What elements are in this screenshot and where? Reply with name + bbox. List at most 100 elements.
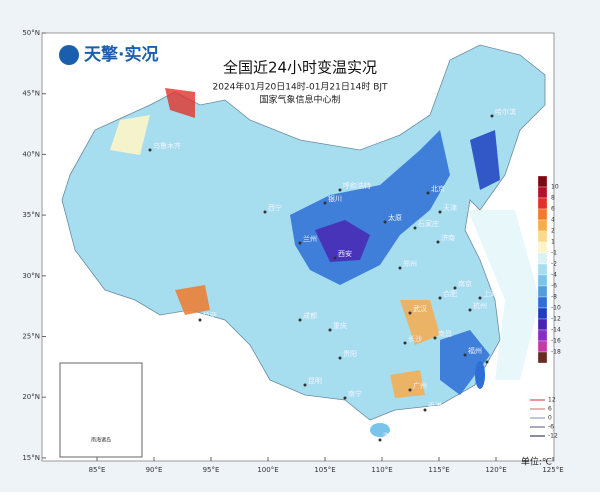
city-label: 乌鲁木齐 — [153, 141, 181, 150]
hainan — [370, 423, 390, 437]
lat-label: 30°N — [22, 272, 40, 280]
subtitle: 2024年01月20日14时-01月21日14时 BJT — [212, 81, 388, 93]
city-dot — [383, 220, 387, 224]
city-label: 哈尔滨 — [495, 107, 516, 116]
contour-legend-label: -12 — [548, 433, 558, 440]
colorbar-label: -14 — [551, 327, 561, 334]
contour-legend-label: 6 — [548, 406, 552, 413]
city-label: 天津 — [443, 204, 457, 212]
city-label: 广州 — [413, 381, 427, 390]
city-label: 西安 — [338, 249, 352, 258]
city-label: 石家庄 — [418, 219, 439, 228]
city-label: 上海 — [483, 289, 497, 298]
city-label: 长沙 — [408, 334, 422, 343]
lat-label: 35°N — [22, 211, 40, 219]
colorbar-cell — [537, 318, 548, 331]
city-dot — [436, 240, 440, 244]
lon-label: 90°E — [146, 466, 163, 474]
colorbar-cell — [537, 263, 548, 276]
lat-label: 45°N — [22, 90, 40, 98]
colorbar-label: -16 — [551, 338, 561, 345]
producer: 国家气象信息中心制 — [259, 94, 340, 106]
city-label: 济南 — [441, 233, 455, 242]
colorbar-label: 10 — [551, 184, 559, 191]
lat-label: 40°N — [22, 150, 40, 158]
city-dot — [298, 241, 302, 245]
lat-label: 20°N — [22, 393, 40, 401]
city-dot — [338, 356, 342, 360]
city-label: 香港 — [428, 401, 442, 410]
colorbar-cell — [537, 307, 548, 320]
colorbar-cell — [537, 329, 548, 342]
colorbar-cell — [537, 351, 548, 364]
colorbar-label: -2 — [551, 261, 557, 268]
logo-icon — [59, 45, 79, 65]
logo: 天擎·实况 — [84, 44, 158, 65]
lon-label: 85°E — [89, 466, 106, 474]
city-dot — [490, 114, 494, 118]
lon-label: 110°E — [371, 466, 392, 474]
city-dot — [298, 318, 302, 322]
cold-core — [315, 220, 370, 262]
colorbar-label: -12 — [551, 316, 561, 323]
inset-label: 南海诸岛 — [91, 437, 111, 444]
warm-region — [165, 88, 195, 118]
colorbar-label: -8 — [551, 294, 557, 301]
city-dot — [338, 188, 342, 192]
colorbar-label: -6 — [551, 283, 557, 290]
contour-legend-label: 12 — [548, 397, 556, 404]
city-label: 兰州 — [303, 234, 317, 243]
city-label: 合肥 — [443, 289, 457, 298]
city-label: 银川 — [328, 194, 342, 203]
city-label: 贵阳 — [343, 349, 357, 358]
lon-label: 125°E — [542, 466, 563, 474]
lon-label: 115°E — [428, 466, 449, 474]
city-dot — [463, 353, 467, 357]
city-dot — [333, 256, 337, 260]
warm-region — [175, 285, 210, 315]
colorbar-cell — [537, 208, 548, 221]
warm-region — [400, 300, 440, 345]
colorbar-label: 1 — [551, 239, 555, 246]
city-dot — [468, 308, 472, 312]
city-dot — [485, 360, 489, 364]
city-dot — [303, 383, 307, 387]
city-dot — [426, 191, 430, 195]
city-dot — [198, 318, 202, 322]
colorbar-label: 2 — [551, 228, 555, 235]
colorbar-cell — [537, 197, 548, 210]
city-dot — [453, 286, 457, 290]
lon-label: 120°E — [485, 466, 506, 474]
title: 全国近24小时变温实况 — [223, 59, 377, 77]
city-label: 南宁 — [348, 389, 362, 398]
taiwan — [475, 361, 485, 389]
city-label: 太原 — [388, 213, 402, 222]
colorbar-cell — [537, 230, 548, 243]
city-dot — [438, 296, 442, 300]
city-label: 西宁 — [268, 203, 282, 212]
lon-label: 105°E — [314, 466, 335, 474]
contour-legend-label: 0 — [548, 415, 552, 422]
city-dot — [408, 388, 412, 392]
inset-box — [59, 362, 143, 458]
colorbar-cell — [537, 285, 548, 298]
cold-region — [440, 330, 490, 395]
lat-label: 50°N — [22, 29, 40, 37]
city-label: 成都 — [303, 311, 317, 320]
colorbar-cell — [537, 241, 548, 254]
colorbar-label: 8 — [551, 195, 555, 202]
mild-region — [110, 115, 150, 155]
lon-label: 100°E — [257, 466, 278, 474]
colorbar-cell — [537, 186, 548, 199]
city-dot — [478, 296, 482, 300]
colorbar-cell — [537, 175, 548, 188]
city-dot — [433, 336, 437, 340]
lon-label: 95°E — [203, 466, 220, 474]
city-dot — [323, 201, 327, 205]
city-label: 南昌 — [438, 329, 452, 338]
city-dot — [438, 210, 442, 214]
city-dot — [148, 148, 152, 152]
warm-region — [390, 370, 425, 398]
city-label: 拉萨 — [203, 311, 217, 320]
